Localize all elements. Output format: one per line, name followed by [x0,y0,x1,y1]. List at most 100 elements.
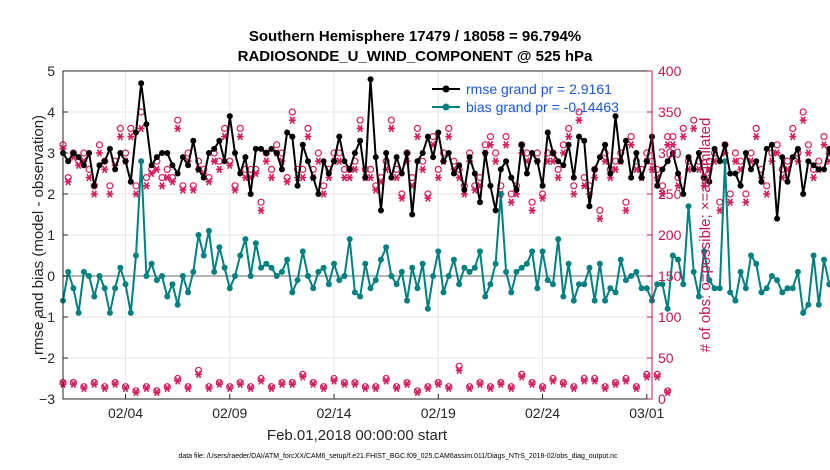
bias-point [294,277,301,284]
bias-point [242,236,249,243]
obs-assimilated-marker [507,198,515,207]
rmse-point [185,162,192,169]
right-y-axis-label: # of obs: o=possible; ×=assimilated [697,118,714,353]
obs-assimilated-stroke [659,190,666,198]
rmse-point [372,154,379,161]
obs-assimilated-stroke [800,116,806,125]
obs-assimilated-marker [528,206,536,215]
obs-assimilated-stroke [367,173,374,182]
obs-assimilated-marker [659,190,666,198]
obs-assimilated-marker [476,380,484,389]
obs-possible-marker [413,124,422,132]
x-tick-label: 03/01 [629,405,664,421]
obs-assimilated-stroke [122,384,129,393]
obs-possible-marker [314,149,323,157]
obs-assimilated-stroke [258,377,264,385]
obs-assimilated-stroke [518,373,525,381]
obs-assimilated-stroke [221,132,228,141]
rmse-point [357,137,364,144]
obs-assimilated-marker [215,165,223,174]
bias-point [633,268,640,275]
rmse-point [513,186,520,193]
bias-point [529,248,536,255]
obs-assimilated-marker [90,380,98,389]
bias-point [393,281,400,288]
rmse-point [91,182,98,189]
obs-assimilated-stroke [91,190,98,198]
right-y-tick-label: 300 [658,145,682,161]
rmse-point [200,174,207,181]
rmse-point [466,154,473,161]
bias-point [753,260,760,267]
bias-point [304,273,311,279]
obs-assimilated-marker [664,388,672,397]
rmse-point [721,141,728,148]
left-y-tick-label: 1 [47,227,55,243]
obs-assimilated-marker [283,177,291,186]
rmse-point [221,158,228,165]
rmse-point [539,182,546,189]
obs-assimilated-marker [96,149,103,157]
obs-assimilated-stroke [743,198,749,207]
bias-point [96,273,103,279]
x-tick-label: 02/09 [212,405,247,421]
rmse-point [617,158,624,165]
bias-point [325,281,332,288]
obs-assimilated-stroke [435,380,442,389]
obs-assimilated-stroke [633,384,640,393]
obs-assimilated-marker [669,140,677,149]
bias-point [232,273,239,279]
obs-assimilated-marker [554,173,562,182]
rmse-point [544,129,551,136]
rmse-point [503,158,510,165]
bias-point [810,252,817,259]
obs-assimilated-stroke [487,140,494,149]
obs-assimilated-marker [80,384,88,393]
bias-point [497,191,504,197]
rmse-point [523,170,530,177]
obs-assimilated-marker [382,377,390,385]
obs-assimilated-marker [502,140,510,149]
obs-assimilated-marker [445,132,453,141]
left-y-tick-label: 4 [47,104,55,120]
obs-assimilated-marker [153,388,161,397]
obs-possible-marker [570,182,578,190]
obs-assimilated-stroke [206,384,212,393]
obs-possible-marker [627,133,635,141]
obs-assimilated-stroke [284,177,290,186]
obs-assimilated-stroke [826,158,830,166]
obs-assimilated-stroke [315,157,322,166]
bias-point [482,293,489,300]
rmse-point [602,141,609,148]
rmse-point [810,162,817,169]
obs-assimilated-stroke [737,165,744,174]
obs-assimilated-marker [763,190,771,198]
rmse-point [310,174,317,181]
bias-point [398,268,405,275]
bias-point [643,285,650,292]
bias-point [430,273,437,279]
obs-assimilated-stroke [206,177,212,186]
obs-assimilated-marker [299,373,307,381]
obs-assimilated-marker [137,124,145,133]
bias-point [409,264,416,271]
bias-point [331,260,338,267]
obs-assimilated-stroke [227,161,233,170]
obs-assimilated-marker [132,388,140,397]
rmse-point [701,174,708,181]
obs-assimilated-stroke [545,157,551,166]
rmse-point [242,154,249,161]
rmse-point [414,158,421,165]
obs-possible-marker [304,124,312,132]
x-axis: 02/04 02/09 02/14 02/19 02/24 03/01 [108,394,665,421]
obs-possible-marker [356,116,364,124]
bias-point [70,285,77,292]
obs-assimilated-marker [351,380,359,389]
obs-possible-marker [330,149,338,157]
obs-assimilated-stroke [633,165,640,174]
obs-assimilated-marker [679,132,687,141]
obs-assimilated-stroke [675,181,681,190]
rmse-point [607,170,614,177]
obs-assimilated-stroke [763,190,770,198]
rmse-point [529,150,536,156]
